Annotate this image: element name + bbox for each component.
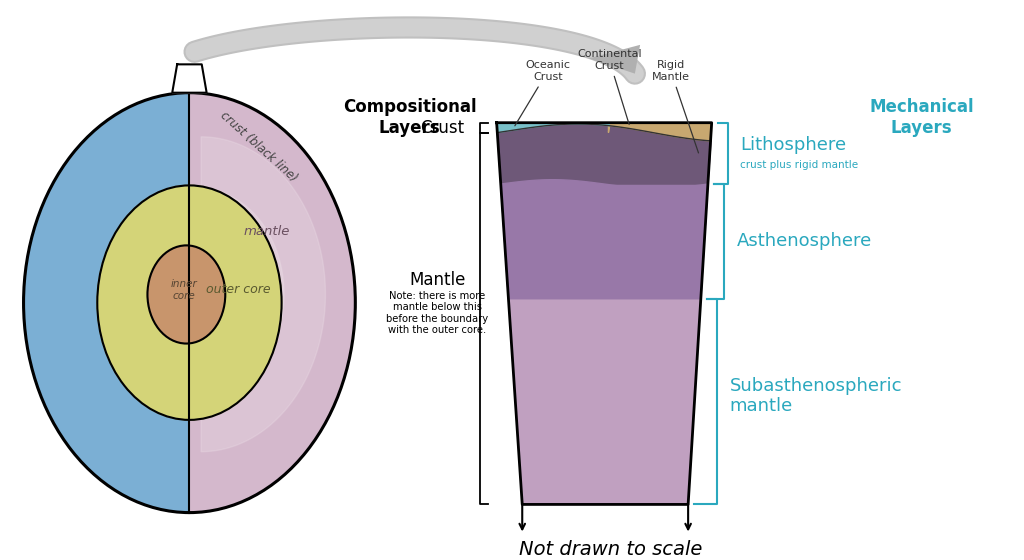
- Text: Crust: Crust: [420, 119, 465, 137]
- Text: crust plus rigid mantle: crust plus rigid mantle: [740, 160, 858, 170]
- Ellipse shape: [147, 245, 225, 343]
- Polygon shape: [172, 64, 207, 93]
- Polygon shape: [24, 93, 189, 512]
- Ellipse shape: [97, 185, 282, 420]
- Text: Oceanic
Crust: Oceanic Crust: [515, 60, 570, 126]
- Text: Asthenosphere: Asthenosphere: [736, 232, 871, 250]
- Polygon shape: [497, 123, 609, 133]
- Polygon shape: [501, 184, 708, 298]
- Polygon shape: [189, 93, 355, 512]
- Text: Lithosphere: Lithosphere: [740, 136, 847, 154]
- Text: Subasthenospheric
mantle: Subasthenospheric mantle: [729, 377, 902, 416]
- Polygon shape: [201, 189, 284, 399]
- Text: Compositional
Layers: Compositional Layers: [343, 98, 476, 137]
- Polygon shape: [201, 137, 326, 452]
- Text: crust (black line): crust (black line): [218, 109, 300, 185]
- Text: mantle: mantle: [243, 225, 290, 238]
- Text: outer core: outer core: [206, 282, 271, 296]
- Text: Note: there is more
mantle below this
before the boundary
with the outer core.: Note: there is more mantle below this be…: [386, 291, 488, 335]
- Polygon shape: [608, 123, 712, 141]
- Polygon shape: [498, 124, 711, 184]
- Polygon shape: [501, 180, 708, 298]
- Polygon shape: [509, 298, 700, 505]
- Text: Mechanical
Layers: Mechanical Layers: [869, 98, 974, 137]
- Text: inner
core: inner core: [171, 279, 198, 301]
- Polygon shape: [589, 45, 640, 73]
- Text: Mantle: Mantle: [409, 271, 466, 290]
- Text: Rigid
Mantle: Rigid Mantle: [651, 60, 698, 153]
- Text: Not drawn to scale: Not drawn to scale: [518, 540, 702, 559]
- Text: Continental
Crust: Continental Crust: [577, 49, 642, 124]
